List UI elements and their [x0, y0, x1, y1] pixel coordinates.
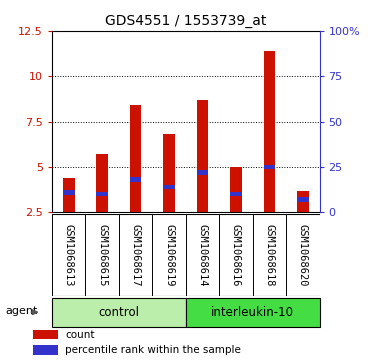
- Text: agent: agent: [5, 306, 38, 316]
- Bar: [96, 192, 108, 196]
- Bar: [230, 192, 242, 196]
- Bar: [197, 170, 208, 175]
- Text: GSM1068620: GSM1068620: [298, 224, 308, 286]
- Text: GSM1068614: GSM1068614: [198, 224, 208, 286]
- Text: GSM1068613: GSM1068613: [64, 224, 74, 286]
- Text: interleukin-10: interleukin-10: [211, 306, 294, 319]
- Bar: [130, 105, 141, 212]
- Text: control: control: [99, 306, 139, 319]
- Bar: [297, 191, 309, 212]
- Bar: [230, 167, 242, 212]
- Bar: [186, 298, 320, 327]
- Bar: [63, 178, 75, 212]
- Bar: [63, 190, 75, 195]
- Text: GSM1068617: GSM1068617: [131, 224, 141, 286]
- Text: GSM1068619: GSM1068619: [164, 224, 174, 286]
- Bar: [52, 298, 186, 327]
- Bar: [33, 345, 58, 355]
- Bar: [163, 185, 175, 189]
- Text: GSM1068615: GSM1068615: [97, 224, 107, 286]
- Text: GSM1068616: GSM1068616: [231, 224, 241, 286]
- Text: GSM1068618: GSM1068618: [264, 224, 275, 286]
- Title: GDS4551 / 1553739_at: GDS4551 / 1553739_at: [105, 15, 266, 28]
- Bar: [96, 154, 108, 212]
- Text: percentile rank within the sample: percentile rank within the sample: [65, 345, 241, 355]
- Bar: [33, 330, 58, 339]
- Text: count: count: [65, 330, 95, 339]
- Bar: [197, 100, 208, 212]
- Bar: [163, 134, 175, 212]
- Bar: [263, 51, 275, 212]
- Bar: [297, 197, 309, 202]
- Bar: [263, 165, 275, 169]
- Bar: [130, 178, 141, 182]
